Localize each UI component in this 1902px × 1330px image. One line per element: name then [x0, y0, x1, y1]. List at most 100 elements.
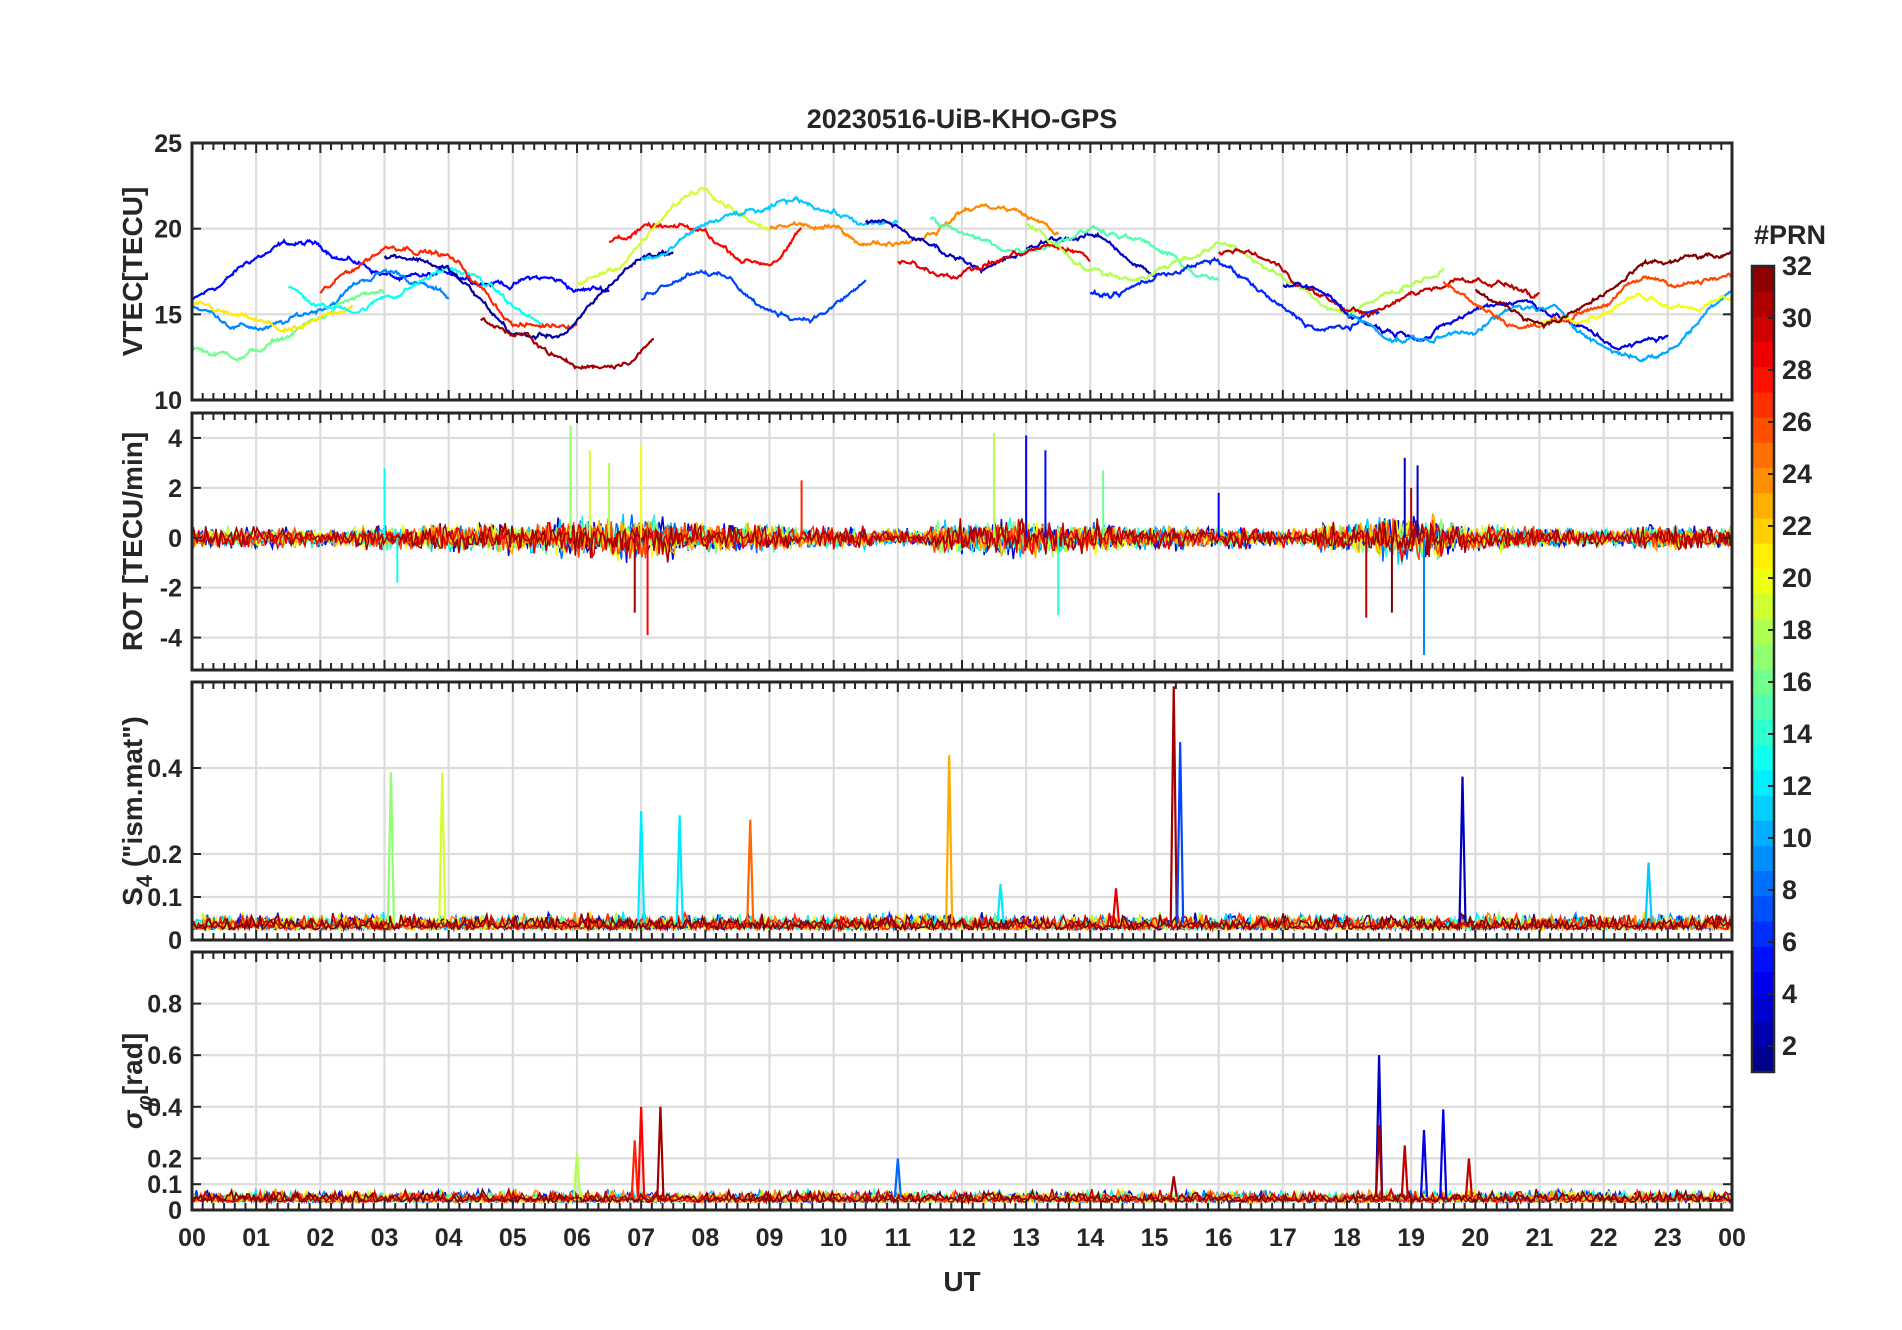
- y-tick-label: 0.1: [147, 884, 182, 912]
- s4-line-prn-32: [192, 911, 1732, 933]
- y-axis-label-vtec: VTEC[TECU]: [117, 187, 148, 357]
- colorbar-segment: [1752, 618, 1774, 645]
- colorbar-tick-label: 14: [1782, 719, 1812, 749]
- x-tick-label: 19: [1397, 1224, 1425, 1252]
- colorbar-segment: [1752, 568, 1774, 595]
- x-tick-label: 08: [691, 1224, 719, 1252]
- vtec-line-prn-10: [1346, 289, 1732, 363]
- colorbar-segment: [1752, 442, 1774, 469]
- colorbar-segment: [1752, 341, 1774, 368]
- sigma_phi-spike: [1419, 1129, 1429, 1198]
- vtec-line-prn-4: [1282, 281, 1669, 351]
- s4-spike: [996, 884, 1005, 923]
- y-tick-label: 2: [168, 475, 182, 503]
- vtec-line-prn-16: [192, 288, 386, 362]
- colorbar-tick-label: 24: [1782, 459, 1812, 489]
- s4-spike: [1458, 776, 1467, 923]
- colorbar-tick-label: 22: [1782, 511, 1812, 541]
- y-tick-label: -2: [160, 575, 182, 603]
- vtec-line-prn-29: [897, 242, 1091, 280]
- sigma_phi-spike: [1464, 1158, 1474, 1198]
- colorbar-segment: [1752, 266, 1774, 292]
- x-tick-label: 23: [1654, 1224, 1682, 1252]
- colorbar-frame: [1750, 264, 1776, 1074]
- chart-title: 20230516-UiB-KHO-GPS: [807, 104, 1118, 134]
- colorbar-segment: [1752, 694, 1774, 720]
- vtec-line-prn-9: [192, 268, 450, 332]
- vtec-line-prn-15: [929, 216, 1220, 282]
- colorbar-segment: [1752, 1021, 1774, 1048]
- vtec-line-prn-19: [576, 186, 771, 286]
- vtec-line-prn-5: [192, 238, 610, 302]
- x-tick-label: 14: [1076, 1224, 1104, 1252]
- colorbar-tick-label: 2: [1782, 1031, 1797, 1061]
- minor-ticks-vtec: [191, 142, 1733, 401]
- minor-ticks-s4: [191, 682, 1733, 941]
- x-tick-label: 04: [435, 1224, 463, 1252]
- x-tick-label: 11: [885, 1224, 912, 1252]
- colorbar-tick-label: 8: [1782, 875, 1797, 905]
- y-tick-label: -4: [160, 625, 182, 653]
- panel-vtec: 10 15 20 25 VTEC[TECU]: [117, 130, 1734, 415]
- x-axis-label: UT: [943, 1266, 980, 1297]
- panels: 10 15 20 25 VTEC[TECU] -4 -2 0 2 4 ROT [TECU/min] 0…: [117, 130, 1734, 1225]
- x-tick-label: 15: [1141, 1224, 1169, 1252]
- x-tick-label: 10: [820, 1224, 848, 1252]
- x-tick-label: 22: [1590, 1224, 1618, 1252]
- panel-s4: 0 0.1 0.2 0.4S4 ("ism.mat"): [117, 680, 1734, 955]
- colorbar-segment: [1752, 643, 1774, 670]
- sigma_phi-spike: [1374, 1124, 1384, 1198]
- vtec-line-prn-20: [1538, 292, 1732, 327]
- colorbar-segment: [1752, 467, 1774, 494]
- y-axis-label-rot: ROT [TECU/min]: [117, 432, 148, 651]
- x-tick-label: 06: [563, 1224, 591, 1252]
- colorbar-tick-label: 10: [1782, 823, 1812, 853]
- vtec-line-prn-18: [1025, 222, 1445, 316]
- colorbar-segment: [1752, 870, 1774, 897]
- colorbar-segment: [1752, 391, 1774, 418]
- vtec-line-prn-31: [480, 317, 654, 371]
- sigma_phi-spike: [572, 1153, 582, 1198]
- colorbar-segment: [1752, 593, 1774, 620]
- y-tick-label: 4: [168, 425, 182, 453]
- vtec-line-prn-30: [1218, 247, 1540, 319]
- minor-ticks-sigma_phi: [191, 952, 1733, 1211]
- x-tick-label: 21: [1526, 1224, 1554, 1252]
- y-axis-label-s4: S4 ("ism.mat"): [117, 716, 157, 906]
- y-tick-label: 0.4: [147, 1094, 182, 1122]
- vtec-line-prn-11: [640, 195, 899, 262]
- x-tick-label: 00: [1718, 1224, 1746, 1252]
- s4-spike: [945, 755, 954, 923]
- colorbar-segment: [1752, 946, 1774, 972]
- s4-spike: [1169, 686, 1178, 923]
- x-tick-label: 17: [1269, 1224, 1297, 1252]
- colorbar-segment: [1752, 769, 1774, 796]
- vtec-line-prn-7: [640, 268, 867, 325]
- vtec-line-prn-13: [287, 266, 546, 328]
- x-tick-label: 01: [242, 1224, 270, 1252]
- grid-s4: [192, 682, 1732, 940]
- x-tick-label: 16: [1205, 1224, 1233, 1252]
- colorbar-segment: [1752, 492, 1774, 519]
- sigma_phi-spike: [637, 1106, 646, 1198]
- y-tick-label: 0.6: [147, 1042, 182, 1070]
- colorbar-segment: [1752, 971, 1774, 998]
- colorbar-segment: [1752, 517, 1774, 544]
- rot-line-prn-26: [192, 517, 1732, 561]
- sigma_phi-spike: [1169, 1176, 1178, 1198]
- colorbar-segment: [1752, 291, 1774, 317]
- colorbar-segment: [1752, 719, 1774, 746]
- colorbar-tick-label: 32: [1782, 251, 1812, 281]
- y-tick-label: 0: [168, 1197, 182, 1225]
- y-tick-label: 15: [154, 301, 182, 329]
- x-tick-label: 18: [1333, 1224, 1361, 1252]
- series-rot: [192, 425, 1732, 656]
- sigma_phi-spike: [1439, 1109, 1448, 1198]
- vtec-line-prn-3: [864, 218, 1155, 278]
- vtec-line-prn-2: [383, 249, 674, 341]
- y-tick-label: 25: [154, 130, 182, 158]
- x-tick-label: 20: [1461, 1224, 1489, 1252]
- colorbar-segment: [1752, 669, 1774, 695]
